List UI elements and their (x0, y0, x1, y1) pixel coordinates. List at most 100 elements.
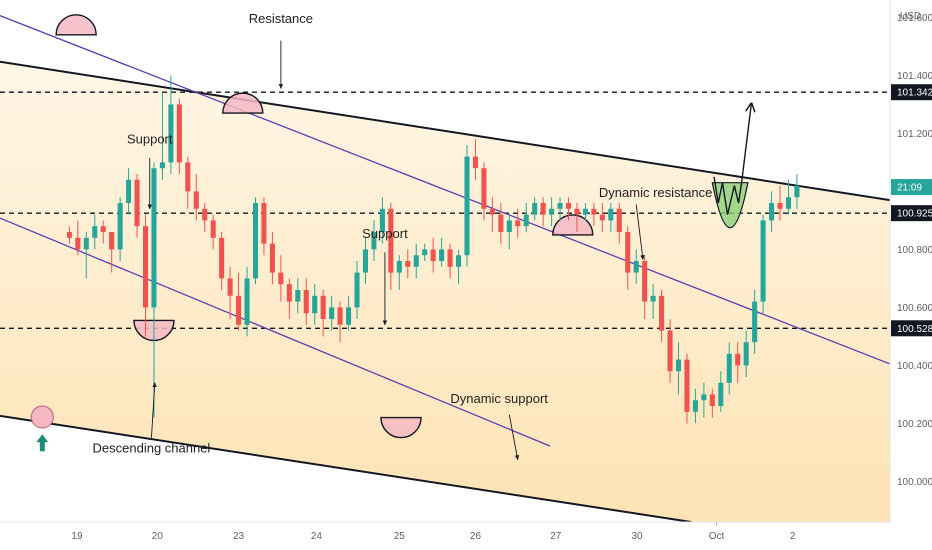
candle-body (608, 208, 614, 221)
price-tick-label: 100.200 (897, 419, 932, 430)
candle-body (185, 162, 191, 192)
candle-body (472, 156, 478, 169)
candle-body (236, 295, 242, 325)
candle-body (464, 156, 470, 256)
price-axis-background (890, 0, 932, 550)
up-arrow-icon (36, 434, 49, 452)
candle-body (769, 203, 775, 221)
price-badges: 101.342 21:09 100.925 100.528 (891, 84, 932, 337)
candle-body (599, 214, 605, 221)
annotation-label: Resistance (249, 11, 313, 26)
time-tick-label: Oct (709, 531, 725, 542)
candle-body (75, 237, 81, 250)
candle-body (752, 301, 758, 343)
forecast-zigzag-arrow (713, 104, 751, 215)
pivot-half-circle (55, 14, 97, 36)
candle-body (295, 290, 301, 302)
candle-body (439, 249, 445, 261)
candle-body (346, 307, 352, 325)
candle-body (430, 249, 436, 261)
candle-body (794, 185, 800, 198)
candle-body (515, 220, 521, 227)
time-tick-label: 26 (470, 531, 482, 542)
price-axis: 101.600 101.400 101.200 100.800 100.600 100.4… (897, 13, 932, 488)
pivot-half-circle (552, 214, 594, 236)
candle-body (667, 330, 673, 372)
annotation-arrow (635, 204, 645, 261)
candle-body (489, 208, 495, 215)
candle-body (616, 208, 622, 232)
candle-body (709, 394, 715, 406)
candle-body (193, 191, 199, 209)
pivot-half-circle (222, 92, 264, 114)
candle-body (557, 203, 563, 209)
candle-body (227, 278, 233, 296)
candle-body (354, 272, 360, 308)
pivot-low-circle (30, 405, 54, 429)
candle-body (405, 261, 411, 267)
candle-body (532, 203, 538, 215)
candle-body (675, 359, 682, 372)
price-tick-label: 100.600 (897, 303, 932, 314)
price-tick-label: 101.600 (897, 13, 932, 24)
time-tick-label: 20 (152, 531, 164, 542)
annotation-label: Support (127, 132, 173, 147)
candle-body (692, 400, 698, 412)
candles (66, 75, 800, 424)
candle-body (134, 179, 140, 227)
annotations: Resistance Support Support Dynamic resistan… (93, 11, 712, 461)
currency-label: USD (900, 11, 921, 22)
price-tick-label: 101.400 (897, 71, 932, 82)
candle-body (379, 208, 385, 232)
annotation-label: Dynamic support (450, 391, 548, 406)
price-badge-label: 101.342 (897, 88, 932, 99)
price-badge-label: 21:09 (897, 183, 922, 194)
pivot-markers (30, 14, 594, 452)
price-badge-label: 100.925 (897, 209, 932, 220)
candle-body (498, 214, 504, 232)
price-badge-label: 100.528 (897, 324, 932, 335)
candle-body (202, 208, 208, 221)
price-tick-label: 100.800 (897, 245, 932, 256)
price-badge (891, 84, 932, 101)
channel-boundary-line (0, 414, 692, 523)
price-badge (891, 320, 932, 337)
candle-body (303, 290, 309, 314)
candle-body (718, 382, 724, 406)
annotation-arrow (150, 382, 157, 438)
time-tick-label: 24 (311, 531, 323, 542)
candle-body (549, 208, 555, 215)
candle-body (210, 220, 216, 238)
candle-body (659, 295, 665, 331)
candle-body (100, 226, 106, 232)
time-tick-label: 30 (631, 531, 643, 542)
candle-body (83, 237, 89, 250)
candle-body (447, 249, 453, 267)
candle-body (565, 203, 572, 209)
candle-body (413, 255, 419, 267)
candle-body (743, 342, 749, 366)
candle-body (286, 284, 292, 302)
candle-body (252, 203, 259, 279)
time-tick-label: 23 (233, 531, 245, 542)
candle-body (726, 353, 732, 383)
candle-body (261, 203, 267, 244)
descending-channel-fill (0, 61, 890, 523)
candle-body (540, 203, 546, 215)
candle-body (126, 179, 132, 203)
candle-body (151, 168, 157, 308)
candle-body (396, 261, 402, 273)
candle-body (481, 168, 487, 209)
candle-body (785, 197, 792, 209)
candle-body (219, 237, 225, 279)
price-tick-label: 100.000 (897, 477, 932, 488)
candle-body (92, 226, 98, 238)
annotation-label: Descending channel (93, 440, 211, 455)
candle-body (625, 232, 631, 273)
candle-body (278, 272, 284, 285)
candle-body (388, 208, 394, 273)
dynamic-trendline (0, 15, 891, 365)
time-tick-label: 19 (71, 531, 83, 542)
candle-body (176, 104, 182, 163)
